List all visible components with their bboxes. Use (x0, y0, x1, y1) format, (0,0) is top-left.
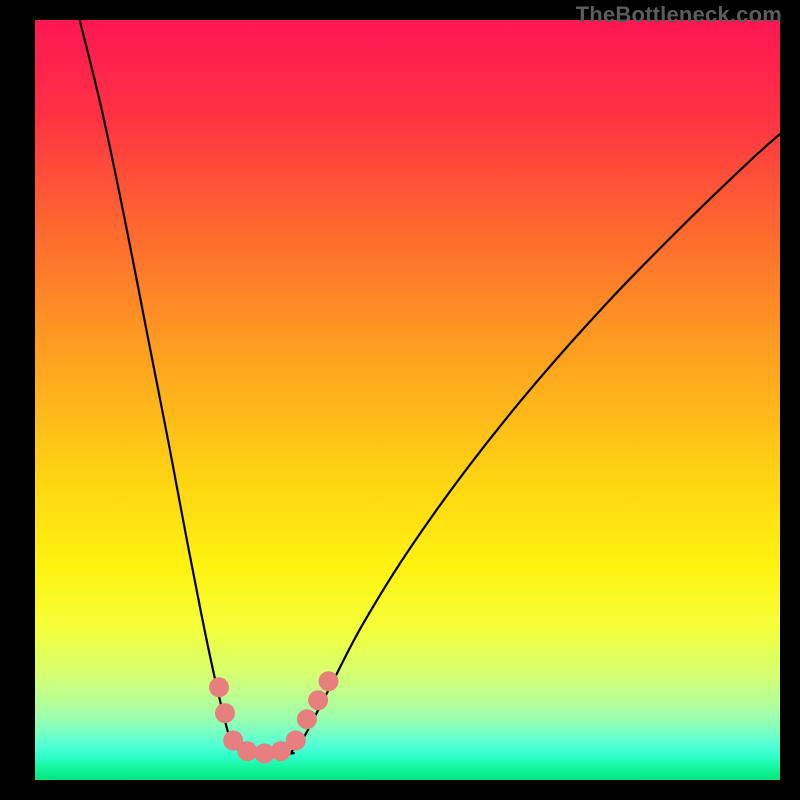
data-marker (308, 690, 328, 710)
data-marker (286, 730, 306, 750)
data-marker (319, 671, 339, 691)
chart-svg (35, 20, 780, 780)
data-marker (297, 709, 317, 729)
data-marker (237, 741, 257, 761)
gradient-background (35, 20, 780, 780)
plot-area (35, 20, 780, 780)
watermark-text: TheBottleneck.com (576, 2, 782, 28)
data-marker (209, 677, 229, 697)
data-marker (215, 703, 235, 723)
